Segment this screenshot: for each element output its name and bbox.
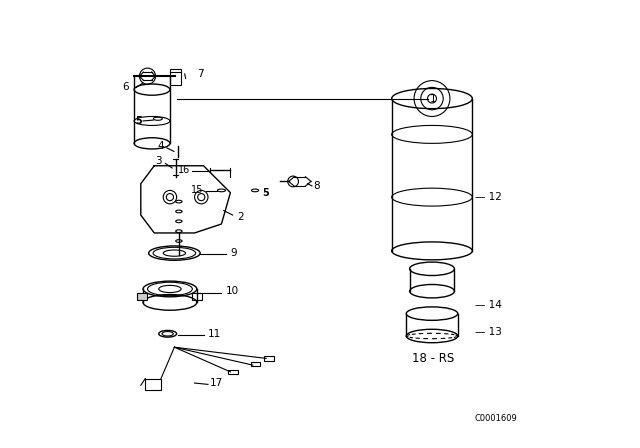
Text: 3: 3: [156, 156, 162, 166]
Text: 11: 11: [208, 329, 221, 339]
Bar: [251, 362, 260, 366]
Bar: [264, 356, 274, 361]
Text: 10: 10: [226, 286, 239, 296]
Bar: [192, 293, 202, 300]
Text: 2: 2: [237, 212, 244, 222]
Text: 17: 17: [210, 378, 223, 388]
Text: 5: 5: [262, 188, 269, 198]
Text: 9: 9: [230, 248, 237, 258]
Text: 8: 8: [314, 181, 320, 191]
Text: C0001609: C0001609: [475, 414, 517, 423]
Text: 5: 5: [135, 116, 142, 126]
Text: — 12: — 12: [475, 192, 501, 202]
Text: 7: 7: [197, 69, 204, 79]
Bar: [145, 379, 161, 390]
Text: 6: 6: [122, 82, 129, 92]
Text: — 13: — 13: [475, 327, 501, 336]
Text: 16: 16: [178, 165, 190, 175]
Text: 4: 4: [157, 141, 164, 151]
Bar: [137, 293, 147, 300]
Text: — 14: — 14: [475, 300, 501, 310]
Text: 15: 15: [191, 185, 204, 195]
Text: 1: 1: [430, 94, 436, 103]
Text: 18 - RS: 18 - RS: [412, 352, 454, 365]
Bar: [170, 69, 181, 85]
Bar: [228, 370, 238, 374]
